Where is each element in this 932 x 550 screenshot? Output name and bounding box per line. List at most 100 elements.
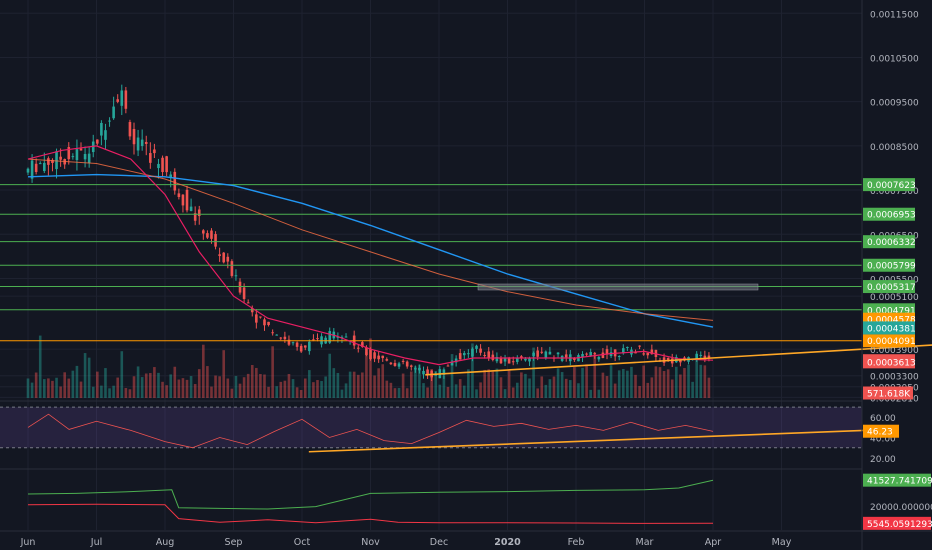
volume-bar [218, 376, 221, 398]
price-trendline[interactable] [425, 339, 932, 376]
candle-body [401, 360, 405, 362]
level-price-tag: 0.0005799 [867, 262, 916, 272]
price-tags: 0.0007623 0.0006953 0.0006332 0.0005799 0.00… [863, 178, 932, 530]
volume-bar [434, 370, 438, 398]
ma-mid-line [27, 158, 714, 321]
candle-body [112, 106, 115, 119]
candle-body [173, 171, 177, 191]
volume-bar [128, 389, 132, 398]
volume-bar [707, 377, 711, 398]
time-tick-label: Sep [225, 537, 243, 548]
candle-body [707, 355, 711, 358]
time-tick-label: Aug [156, 537, 175, 548]
time-tick-label: Apr [705, 537, 722, 548]
volume-bar [295, 387, 299, 398]
volume-bar [87, 357, 91, 398]
volume-bar [210, 386, 213, 398]
candle-body [532, 352, 535, 356]
candle-body [361, 342, 364, 347]
candle-body [434, 374, 438, 376]
price-tag-bg [863, 321, 915, 335]
candle-body [165, 156, 168, 173]
candle-body [96, 139, 99, 144]
candle-body [120, 90, 124, 106]
level-price-tag: 0.0004791 [867, 306, 916, 316]
price-tick-label: 0.0005100 [870, 293, 919, 303]
volume-bar [491, 371, 495, 398]
volume-bar [515, 382, 519, 398]
volume-bar [414, 366, 417, 398]
candle-body [356, 347, 360, 349]
volume-bar [67, 378, 71, 398]
volume-bar [344, 383, 348, 398]
volume-bar [356, 374, 360, 398]
rsi-pane [0, 406, 864, 453]
volume-bar [467, 369, 470, 398]
volume-bar [573, 367, 576, 398]
candle-body [161, 157, 164, 173]
volume-bar [430, 368, 433, 398]
volume-bar [597, 389, 601, 398]
volume-bar [149, 373, 152, 398]
volume-bar [43, 379, 46, 398]
volume-bar [638, 385, 641, 398]
time-tick-label: Dec [430, 537, 448, 548]
volume-bar [214, 375, 217, 398]
volume-bar [377, 368, 380, 398]
indicator-green-line [27, 479, 714, 510]
rsi-trendline[interactable] [308, 429, 864, 453]
volume-bar [303, 378, 307, 398]
volume-bar [462, 385, 466, 398]
candle-body [556, 352, 560, 355]
volume-bar [532, 347, 535, 398]
indicator-tick-label: 20000.0000000 [870, 503, 932, 513]
candle-body [454, 358, 458, 363]
price-tick-label: 0.0007500 [870, 187, 919, 197]
volume-bar [206, 366, 209, 398]
volume-bar [348, 371, 352, 398]
volume-bar [507, 369, 511, 398]
volume-bar [361, 372, 364, 398]
volume-bar [185, 379, 189, 398]
horizontal-levels[interactable] [0, 184, 862, 342]
candle-body [381, 355, 385, 359]
candle-body [255, 314, 258, 323]
price-tick-label: 0.0011500 [870, 10, 919, 20]
volume-bar [71, 370, 75, 398]
candle-body [279, 337, 283, 339]
volume-bar [136, 366, 140, 398]
volume-bar [385, 380, 389, 398]
time-axis[interactable]: Jun Jul Aug Sep Oct Nov Dec 2020 Feb Mar Apr May [20, 537, 792, 548]
candle-body [397, 363, 401, 367]
volume-bar [520, 372, 523, 398]
volume-bar [291, 379, 295, 398]
volume-bar [161, 381, 164, 398]
candle-body [202, 230, 205, 234]
candle-body [185, 189, 189, 211]
candle-body [116, 99, 120, 102]
volume-bar [662, 371, 666, 398]
volume-bar [173, 366, 177, 398]
volume-bar [157, 372, 160, 398]
volume-bar [340, 389, 344, 398]
candle-body [405, 361, 409, 367]
volume-bar [234, 375, 238, 398]
volume-bar [422, 383, 425, 398]
volume-bar [202, 344, 205, 398]
volume-bar [630, 366, 633, 398]
ma-slow-line [27, 173, 714, 328]
level-price-tag-bg [863, 280, 915, 294]
volume-bar [393, 388, 397, 398]
volume-bar [609, 365, 613, 398]
rsi-tick-label: 20.00 [870, 455, 896, 465]
resistance-zone[interactable] [477, 283, 759, 291]
candle-body [26, 168, 30, 173]
volume-bar [654, 366, 658, 398]
volume-bar [540, 376, 544, 398]
volume-bar [450, 354, 454, 398]
candle-body [34, 163, 38, 172]
volume-bar [650, 377, 654, 398]
candle-body [495, 356, 499, 362]
candle-body [699, 354, 703, 356]
